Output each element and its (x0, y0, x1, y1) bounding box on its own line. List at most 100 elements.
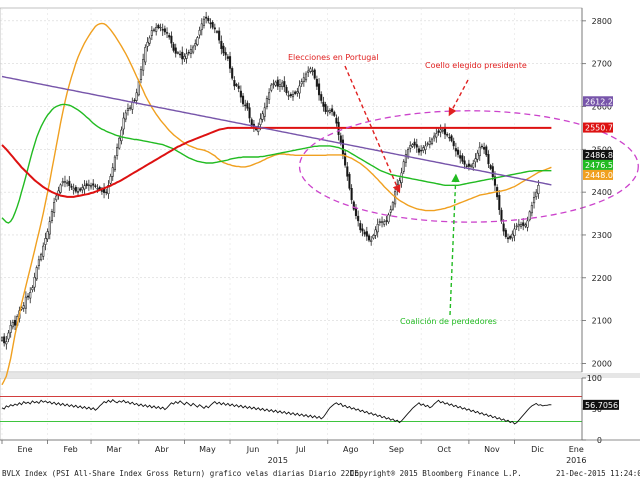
price-tick-label: 2700 (592, 60, 612, 69)
candle-body (185, 53, 188, 59)
candle-body (420, 149, 423, 152)
month-label: Jun (246, 445, 260, 454)
candle-body (89, 184, 93, 188)
candle-body (289, 94, 292, 97)
month-label: May (199, 445, 216, 454)
candle-body (387, 214, 390, 223)
candle-body (328, 110, 331, 113)
candle-body (220, 40, 223, 49)
last-value-text: 2550.79 (585, 124, 618, 133)
candle-body (81, 187, 84, 191)
candle-body (42, 245, 45, 257)
candle-body (268, 92, 271, 100)
candle-body (79, 188, 82, 191)
candle-body (465, 165, 468, 167)
candle-body (313, 69, 316, 79)
candle-body (200, 23, 203, 31)
candle-body (346, 166, 349, 177)
last-value-box-bg (583, 149, 613, 160)
candle-body (493, 176, 497, 186)
candle-body (48, 221, 51, 235)
last-value-text: 2486.86 (585, 151, 618, 160)
candle-body (189, 49, 192, 54)
oscillator-tick-label: 0 (597, 436, 602, 445)
annotation-layer: Elecciones en Portugal Coello elegido pre… (288, 53, 639, 326)
candle-body (265, 98, 269, 108)
candle-body (324, 104, 327, 112)
candle-body (509, 235, 512, 239)
candle-body (215, 31, 219, 33)
candle-body (179, 53, 182, 56)
candle-body (66, 182, 69, 184)
candle-body (9, 325, 12, 333)
candle-body (0, 337, 4, 341)
candle-body (439, 129, 442, 133)
candle-body (270, 84, 273, 91)
candle-body (142, 59, 145, 71)
candle-body (33, 277, 36, 288)
candle-body (5, 341, 8, 345)
candle-body (307, 70, 310, 73)
year-label-next: 2016 (566, 456, 586, 465)
oscillator-tick-label: 100 (587, 374, 602, 383)
candle-body (55, 195, 58, 201)
candle-body (96, 187, 99, 190)
candle-body (129, 107, 132, 109)
candle-body (192, 46, 195, 53)
candle-body (226, 56, 229, 59)
candle-body (107, 184, 110, 194)
candle-body (194, 43, 197, 47)
month-label: Abr (155, 445, 170, 454)
candle-body (165, 32, 169, 34)
candle-body (537, 184, 540, 194)
candle-body (317, 83, 321, 96)
candle-body (176, 52, 179, 54)
moving-average-line-1 (1, 103, 552, 224)
candle-body (187, 51, 190, 54)
month-label: Nov (484, 445, 500, 454)
candle-body (489, 165, 492, 169)
candle-body (152, 29, 156, 31)
candle-body (441, 129, 444, 132)
candle-body (302, 77, 305, 82)
candle-body (452, 140, 455, 147)
candle-body (118, 137, 121, 149)
candle-body (426, 143, 429, 145)
candle-body (257, 125, 260, 132)
candle-body (535, 191, 538, 198)
candle-body (135, 92, 138, 101)
candle-body (233, 79, 236, 87)
candle-body (100, 190, 103, 192)
candle-body (231, 68, 234, 79)
candle-body (68, 180, 71, 187)
candle-body (530, 205, 533, 214)
candle-body (244, 104, 247, 107)
candle-body (380, 221, 384, 223)
candle-body (430, 138, 434, 145)
candle-body (285, 87, 288, 94)
annotation-arrow-2 (449, 173, 460, 316)
candle-body (228, 56, 232, 69)
candle-body (157, 24, 160, 28)
oscillator-panel: 05010056.7056 (0, 374, 619, 445)
candle-body (498, 195, 501, 210)
candle-body (320, 94, 323, 101)
candle-body (446, 134, 449, 136)
candle-body (491, 166, 494, 178)
annotation-label-2: Coalición de perdedores (400, 316, 497, 326)
candle-body (363, 231, 366, 235)
candle-body (63, 181, 67, 183)
candle-body (474, 158, 477, 163)
price-tick-label: 2200 (592, 274, 612, 283)
candle-body (487, 154, 490, 165)
moving-average-line-2 (1, 126, 552, 198)
candle-body (61, 181, 64, 184)
candle-body (59, 184, 62, 193)
candle-body (283, 81, 286, 88)
candle-body (276, 79, 279, 87)
price-tick-label: 2100 (592, 317, 612, 326)
candle-body (131, 101, 134, 110)
year-label-current: 2015 (268, 456, 288, 465)
candle-body (148, 37, 151, 44)
candle-body (261, 113, 264, 120)
